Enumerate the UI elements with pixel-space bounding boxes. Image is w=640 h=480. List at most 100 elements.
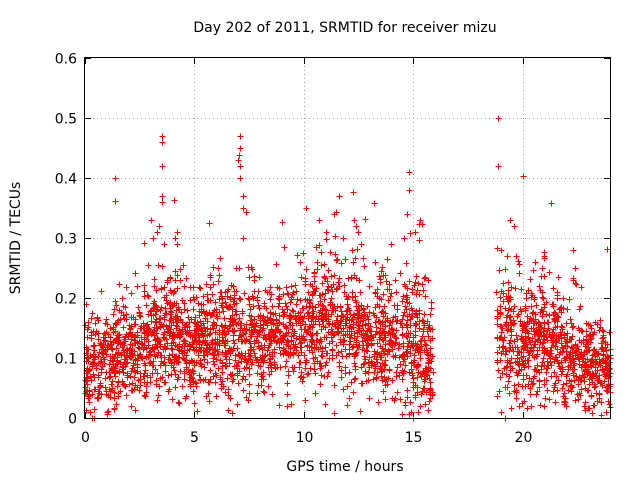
data-point	[548, 344, 555, 351]
data-point	[387, 293, 394, 300]
data-point	[288, 401, 295, 408]
data-point	[406, 169, 413, 176]
data-point	[385, 297, 392, 304]
data-point	[243, 394, 250, 401]
data-point	[599, 345, 606, 352]
data-point	[548, 334, 555, 341]
data-point	[100, 344, 107, 351]
data-point	[190, 284, 197, 291]
data-point	[497, 334, 504, 341]
data-point	[561, 332, 568, 339]
data-point	[131, 333, 138, 340]
data-point	[216, 272, 223, 279]
data-point	[371, 200, 378, 207]
data-point	[115, 349, 122, 356]
data-point	[592, 351, 599, 358]
data-point	[283, 303, 290, 310]
data-point	[402, 283, 409, 290]
data-point	[247, 333, 254, 340]
data-point	[511, 382, 518, 389]
data-point	[114, 360, 121, 367]
data-point	[354, 246, 361, 253]
data-point	[271, 346, 278, 353]
data-point	[104, 409, 111, 416]
data-point	[123, 392, 130, 399]
data-point	[591, 329, 598, 336]
data-point	[374, 369, 381, 376]
data-point	[204, 359, 211, 366]
data-point	[197, 318, 204, 325]
data-point	[127, 373, 134, 380]
data-point	[223, 363, 230, 370]
data-point	[516, 261, 523, 268]
data-point	[417, 338, 424, 345]
data-point	[316, 339, 323, 346]
data-point	[414, 287, 421, 294]
data-point	[521, 340, 528, 347]
data-point	[153, 287, 160, 294]
data-point	[356, 325, 363, 332]
data-point	[217, 374, 224, 381]
data-point	[541, 403, 548, 410]
data-point	[391, 397, 398, 404]
data-point	[372, 289, 379, 296]
data-point	[126, 322, 133, 329]
data-point	[399, 332, 406, 339]
data-point	[554, 289, 561, 296]
data-point	[567, 364, 574, 371]
data-point	[84, 365, 91, 372]
data-point	[428, 305, 435, 312]
data-point	[236, 295, 243, 302]
data-point	[196, 341, 203, 348]
data-point	[95, 330, 102, 337]
data-point	[142, 367, 149, 374]
data-point	[547, 347, 554, 354]
data-point	[221, 315, 228, 322]
data-point	[531, 320, 538, 327]
data-point	[302, 359, 309, 366]
data-point	[207, 326, 214, 333]
data-point	[197, 285, 204, 292]
data-point	[415, 280, 422, 287]
data-point	[258, 371, 265, 378]
data-point	[404, 317, 411, 324]
data-point	[294, 296, 301, 303]
data-point	[342, 370, 349, 377]
data-point	[498, 288, 505, 295]
data-point	[311, 341, 318, 348]
data-point	[161, 379, 168, 386]
data-point	[128, 368, 135, 375]
data-point	[502, 321, 509, 328]
data-point	[95, 336, 102, 343]
data-point	[109, 346, 116, 353]
data-point	[116, 281, 123, 288]
data-point	[388, 325, 395, 332]
data-point	[377, 325, 384, 332]
data-point	[245, 350, 252, 357]
data-point	[513, 395, 520, 402]
data-point	[544, 319, 551, 326]
data-point	[159, 163, 166, 170]
data-point	[527, 348, 534, 355]
data-point	[494, 245, 501, 252]
data-point	[507, 313, 514, 320]
data-point	[572, 397, 579, 404]
data-point	[124, 374, 131, 381]
data-point	[511, 388, 518, 395]
data-point	[203, 393, 210, 400]
data-point	[327, 249, 334, 256]
data-point	[599, 366, 606, 373]
data-point	[162, 368, 169, 375]
data-point	[497, 294, 504, 301]
data-point	[175, 317, 182, 324]
data-point	[284, 290, 291, 297]
data-point	[520, 173, 527, 180]
data-point	[331, 303, 338, 310]
data-point	[394, 317, 401, 324]
data-point	[573, 348, 580, 355]
data-point	[550, 326, 557, 333]
data-point	[111, 395, 118, 402]
data-point	[124, 352, 131, 359]
data-point	[384, 315, 391, 322]
